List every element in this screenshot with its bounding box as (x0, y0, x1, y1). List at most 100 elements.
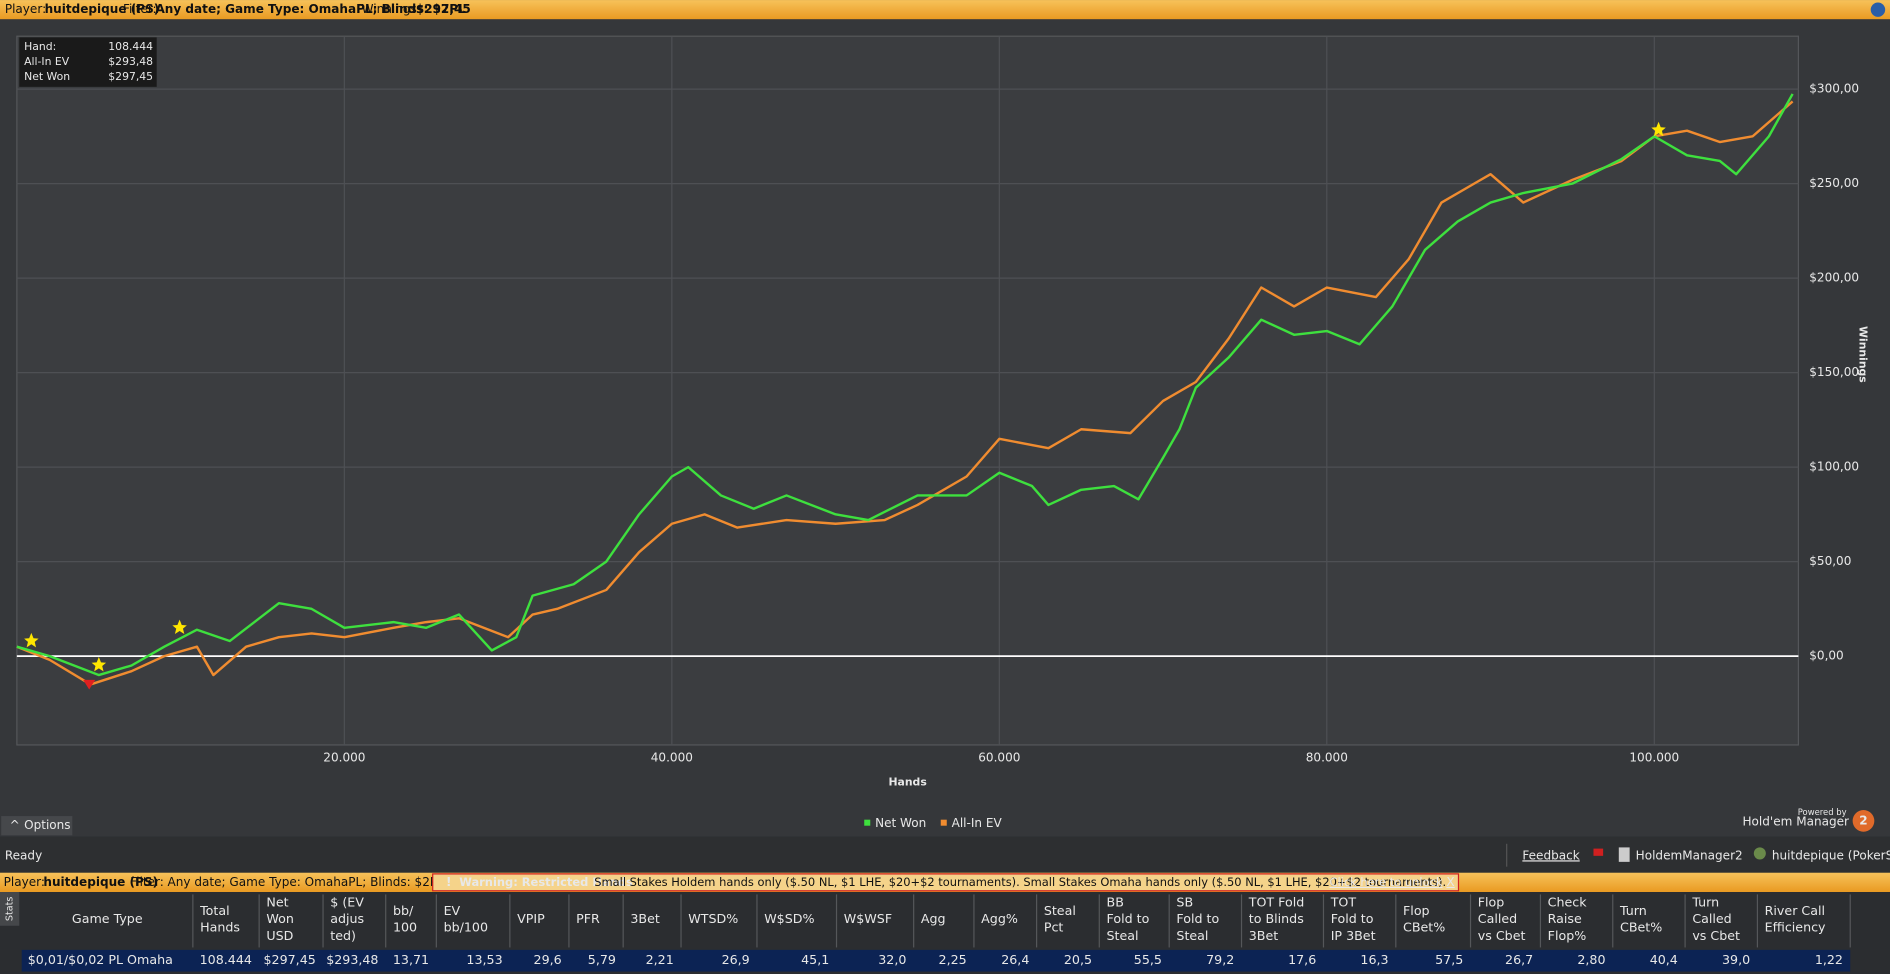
column-header[interactable]: adjus (330, 911, 364, 926)
options-label: Options (24, 818, 70, 832)
help-button[interactable] (1870, 2, 1886, 17)
filter: Any date; Game Type: OmahaPL; Blinds: $2… (155, 2, 466, 16)
column-header[interactable]: SB (1176, 894, 1193, 909)
player-label: Player: (4, 875, 45, 889)
top-bar (0, 0, 1890, 20)
table-row[interactable] (21, 949, 1851, 972)
column-header[interactable]: BB (1107, 894, 1124, 909)
feedback-link[interactable]: Feedback (1522, 848, 1579, 862)
legend-swatch (864, 819, 871, 826)
y-axis-label: Winnings (1856, 326, 1869, 383)
column-header[interactable]: Efficiency (1765, 920, 1826, 935)
filter-label: Filter: (130, 875, 164, 889)
column-header[interactable]: Turn (1619, 903, 1647, 918)
column-header[interactable]: Won (266, 911, 294, 926)
table-cell: 40,4 (1650, 952, 1678, 967)
flag-icon (1593, 848, 1604, 856)
user-icon (1753, 847, 1766, 860)
column-header[interactable]: Flop (1478, 894, 1505, 909)
column-header[interactable]: Agg% (981, 911, 1018, 926)
column-header[interactable]: Called (1478, 911, 1517, 926)
y-tick-label: $250,00 (1809, 176, 1859, 190)
column-header[interactable]: 100 (393, 920, 417, 935)
column-header[interactable]: EV (444, 903, 461, 918)
info-value: 108.444 (108, 40, 153, 53)
table-cell: 2,21 (646, 952, 674, 967)
brand-version: 2 (1859, 813, 1867, 827)
info-label: All-In EV (24, 55, 70, 68)
app-name[interactable]: HoldemManager2 (1636, 848, 1743, 862)
table-cell: 45,1 (801, 952, 829, 967)
table-cell: 1,22 (1815, 952, 1843, 967)
user-name[interactable]: huitdepique (PokerSta (1772, 848, 1890, 862)
column-header[interactable]: Steal (1044, 903, 1076, 918)
x-tick-label: 20.000 (323, 751, 365, 765)
column-header[interactable]: 3Bet (630, 911, 659, 926)
info-rows: Hand: 108.444 All-In EV $293,48 Net Won $297,… (24, 40, 153, 83)
brand-logo (1852, 810, 1875, 832)
column-header[interactable]: CBet% (1403, 920, 1445, 935)
unlock-link[interactable]: Click here to unlock (1330, 875, 1443, 889)
column-header[interactable]: IP 3Bet (1331, 928, 1376, 943)
session-markers (24, 121, 1666, 672)
table-cell: 26,9 (722, 952, 750, 967)
y-tick-label: $150,00 (1809, 365, 1859, 379)
options-button[interactable] (1, 816, 73, 836)
info-label: Net Won (24, 70, 70, 83)
column-header[interactable]: Agg (921, 911, 946, 926)
column-header[interactable]: Net (266, 894, 288, 909)
column-header[interactable]: Called (1692, 911, 1731, 926)
column-header[interactable]: bb/ (393, 903, 414, 918)
column-header[interactable]: CBet% (1620, 920, 1662, 935)
column-header[interactable]: VPIP (517, 911, 545, 926)
column-header[interactable]: TOT Fold (1248, 894, 1305, 909)
filter-label: Filter: (123, 2, 157, 16)
column-header[interactable]: PFR (576, 911, 600, 926)
player-label: Player: (5, 2, 46, 16)
x-axis-label: Hands (888, 775, 926, 788)
legend-label[interactable]: All-In EV (952, 816, 1003, 830)
column-header[interactable]: Fold to (1107, 911, 1150, 926)
low-marker (83, 679, 96, 690)
column-header[interactable]: Raise (1548, 911, 1582, 926)
column-header[interactable]: W$WSF (844, 911, 892, 926)
column-header[interactable]: TOT (1330, 894, 1357, 909)
column-header[interactable]: River Call (1765, 903, 1825, 918)
column-header[interactable]: W$SD% (764, 911, 814, 926)
info-value: $297,45 (108, 70, 153, 83)
player: huitdepique (PS) (43, 875, 158, 889)
column-header[interactable]: Pct (1044, 920, 1064, 935)
stats-tab[interactable] (0, 892, 20, 926)
warning-title: Warning: Restricted Hands (459, 875, 633, 889)
table-cell: 26,4 (1001, 952, 1029, 967)
column-header[interactable]: Check (1548, 894, 1588, 909)
column-header[interactable]: vs Cbet (1478, 928, 1526, 943)
column-header[interactable]: 3Bet (1249, 928, 1278, 943)
column-header[interactable]: Steal (1107, 928, 1139, 943)
column-header[interactable]: Total (199, 903, 230, 918)
column-header[interactable]: vs Cbet (1692, 928, 1740, 943)
y-tick-label: $0,00 (1809, 649, 1844, 663)
column-header[interactable]: ted) (330, 928, 356, 943)
column-header[interactable]: Hands (200, 920, 240, 935)
table-cell: 32,0 (878, 952, 906, 967)
column-header[interactable]: Game Type (72, 911, 143, 926)
column-header[interactable]: bb/100 (444, 920, 488, 935)
column-header[interactable]: Flop% (1548, 928, 1587, 943)
table-cell: $293,48 (326, 952, 378, 967)
column-header[interactable]: Steal (1176, 928, 1208, 943)
column-header[interactable]: Turn (1691, 894, 1719, 909)
column-header[interactable]: Fold to (1331, 911, 1374, 926)
close-warning[interactable]: X (1446, 875, 1454, 889)
star-marker (24, 632, 39, 648)
column-header[interactable]: Flop (1403, 903, 1430, 918)
column-header[interactable]: to Blinds (1249, 911, 1304, 926)
table-cell: 5,79 (588, 952, 616, 967)
column-header[interactable]: Fold to (1176, 911, 1219, 926)
column-header[interactable]: WTSD% (688, 911, 738, 926)
column-header[interactable]: $ (EV (330, 894, 364, 909)
legend-label[interactable]: Net Won (875, 816, 926, 830)
column-header[interactable]: USD (266, 928, 293, 943)
warning-text: Small Stakes Holdem hands only ($.50 NL,… (594, 875, 1446, 889)
